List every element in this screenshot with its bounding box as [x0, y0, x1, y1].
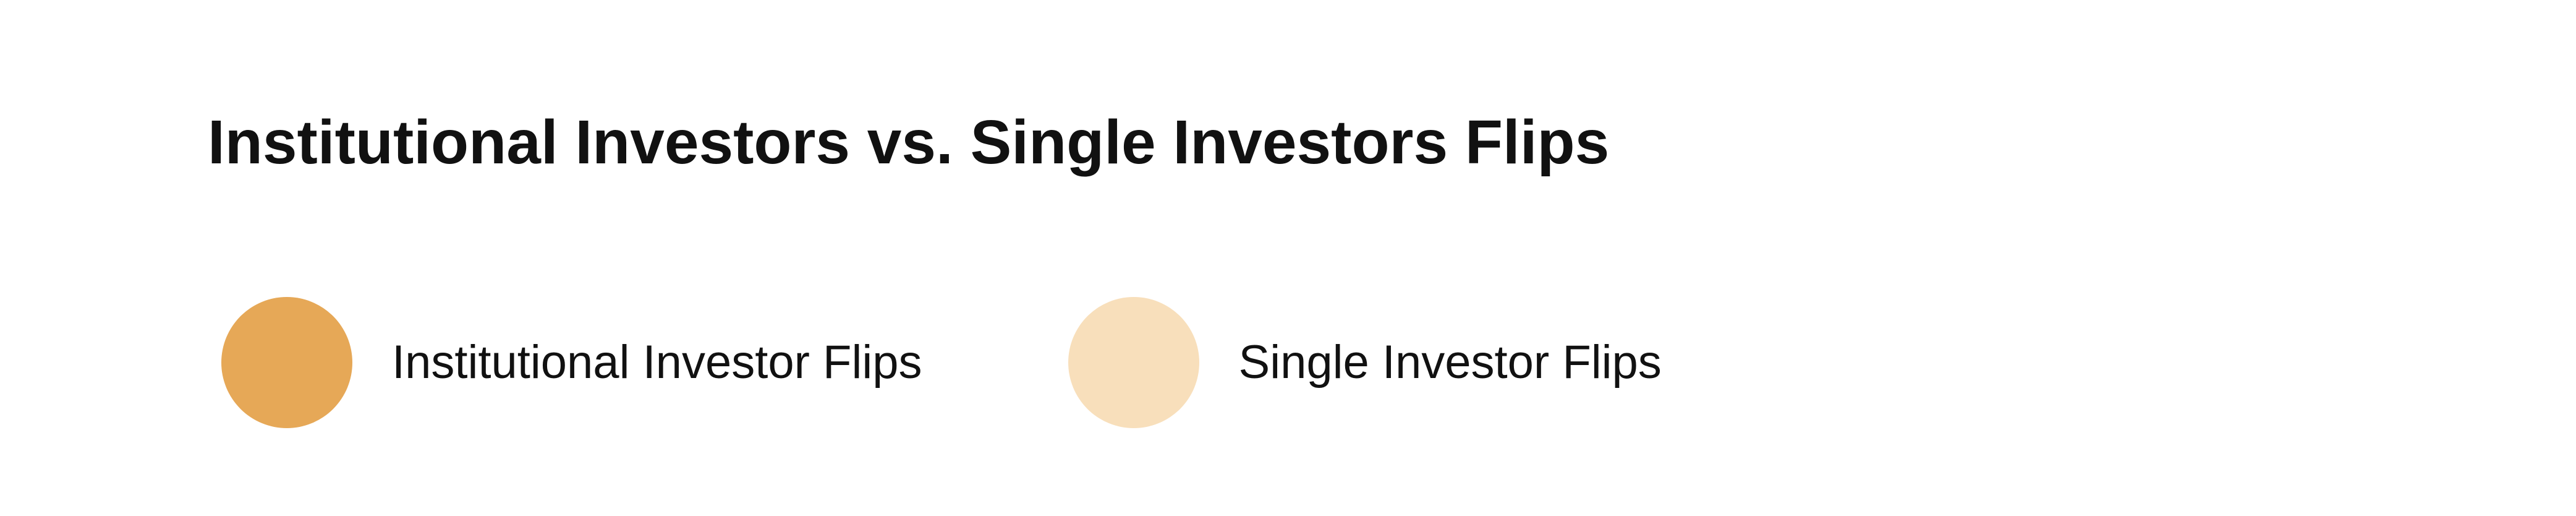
chart-title: Institutional Investors vs. Single Inves… [208, 108, 1610, 177]
legend-label-single: Single Investor Flips [1238, 336, 1662, 389]
legend-label-institutional: Institutional Investor Flips [392, 336, 922, 389]
legend-swatch-single [1068, 297, 1199, 428]
legend-item-institutional: Institutional Investor Flips [221, 297, 922, 428]
chart-legend: Institutional Investor Flips Single Inve… [221, 297, 1662, 428]
legend-swatch-institutional [221, 297, 352, 428]
legend-item-single: Single Investor Flips [1068, 297, 1662, 428]
